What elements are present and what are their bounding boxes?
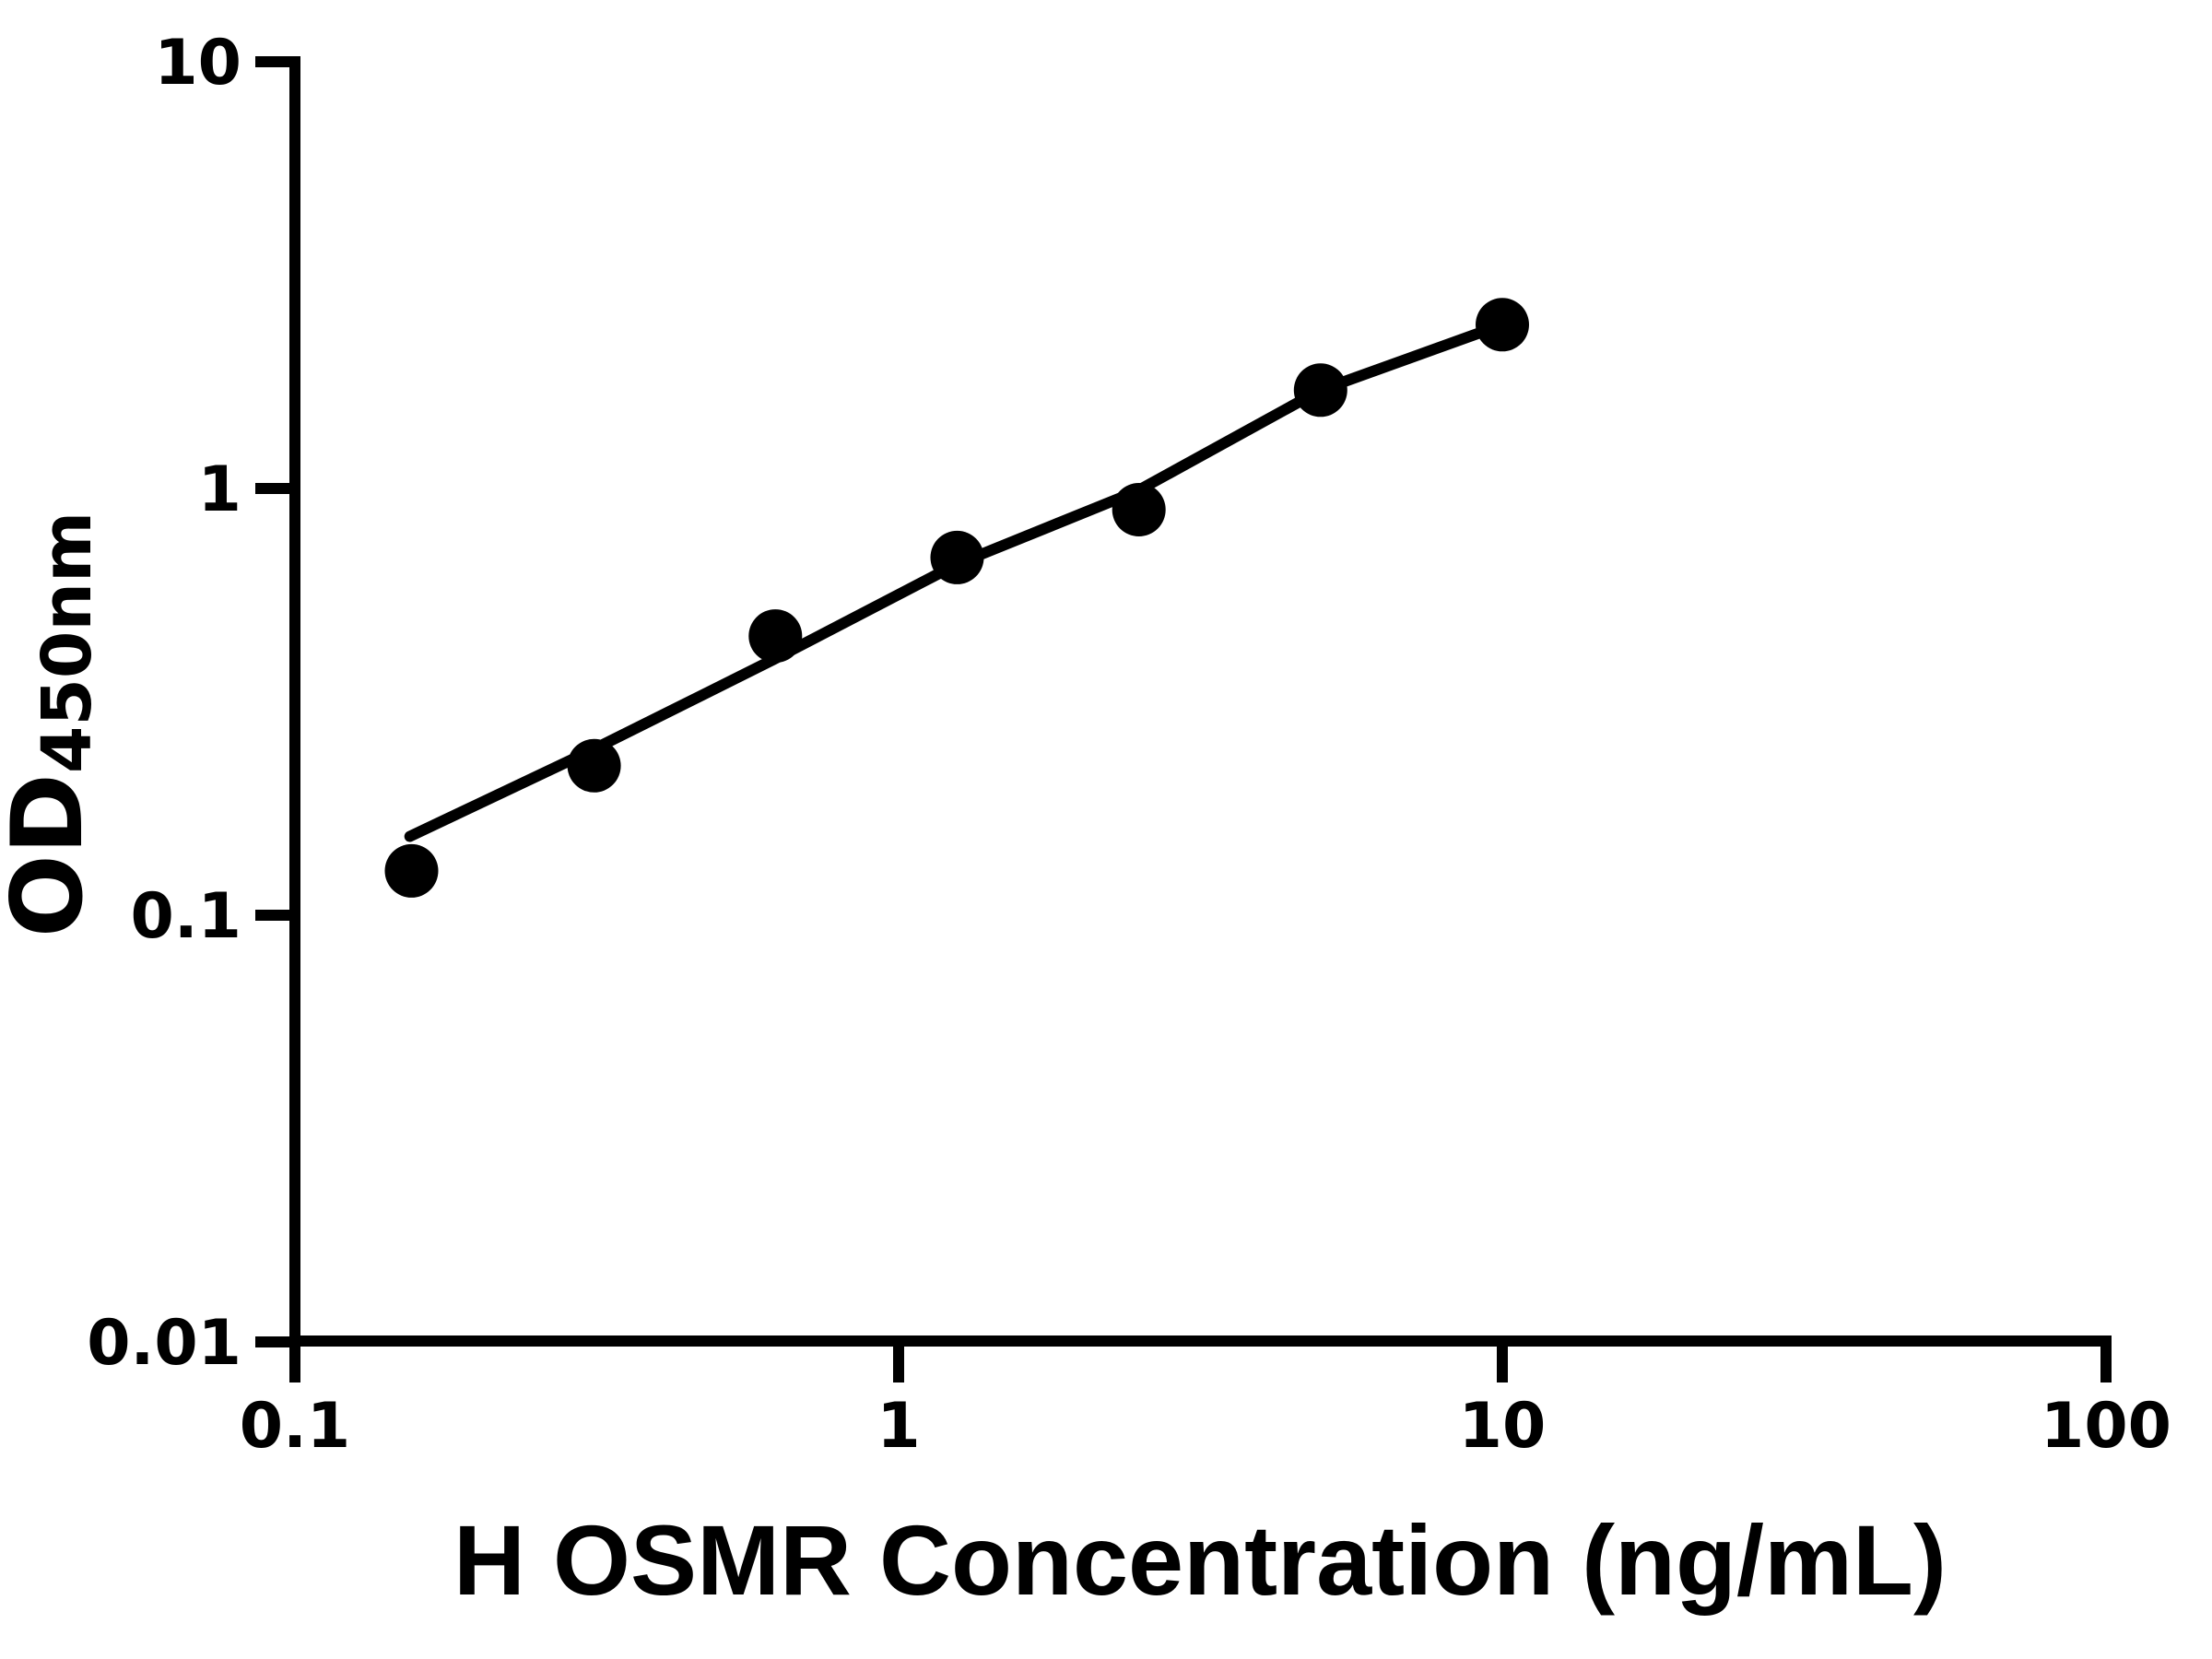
y-tick-label: 0.01 [87, 1307, 241, 1380]
axis-tick-labels: 10 1 0.1 0.01 0.1 1 10 100 [87, 27, 2171, 1463]
x-tick-label: 10 [1459, 1390, 1547, 1463]
axis-ticks [255, 56, 2112, 1382]
data-point [1112, 483, 1166, 536]
data-point [930, 530, 984, 584]
data-point [1293, 363, 1347, 418]
data-point [384, 843, 439, 898]
axes [289, 56, 2112, 1347]
x-tick-label: 100 [2041, 1390, 2171, 1463]
x-tick-label: 0.1 [240, 1390, 350, 1463]
y-tick-label: 1 [198, 453, 241, 526]
data-points [384, 298, 1529, 898]
y-axis-title: OD450nm [0, 512, 107, 937]
data-point [567, 738, 621, 793]
data-point [1476, 298, 1529, 352]
y-tick-label: 10 [154, 27, 241, 100]
x-tick-label: 1 [877, 1390, 920, 1463]
data-point [748, 609, 803, 664]
y-axis-title-main: OD [0, 773, 104, 937]
y-tick-label: 0.1 [131, 880, 241, 953]
y-axis-title-subscript: 450nm [28, 512, 107, 773]
x-axis-title: H OSMR Concentration (ng/mL) [453, 1504, 1947, 1616]
